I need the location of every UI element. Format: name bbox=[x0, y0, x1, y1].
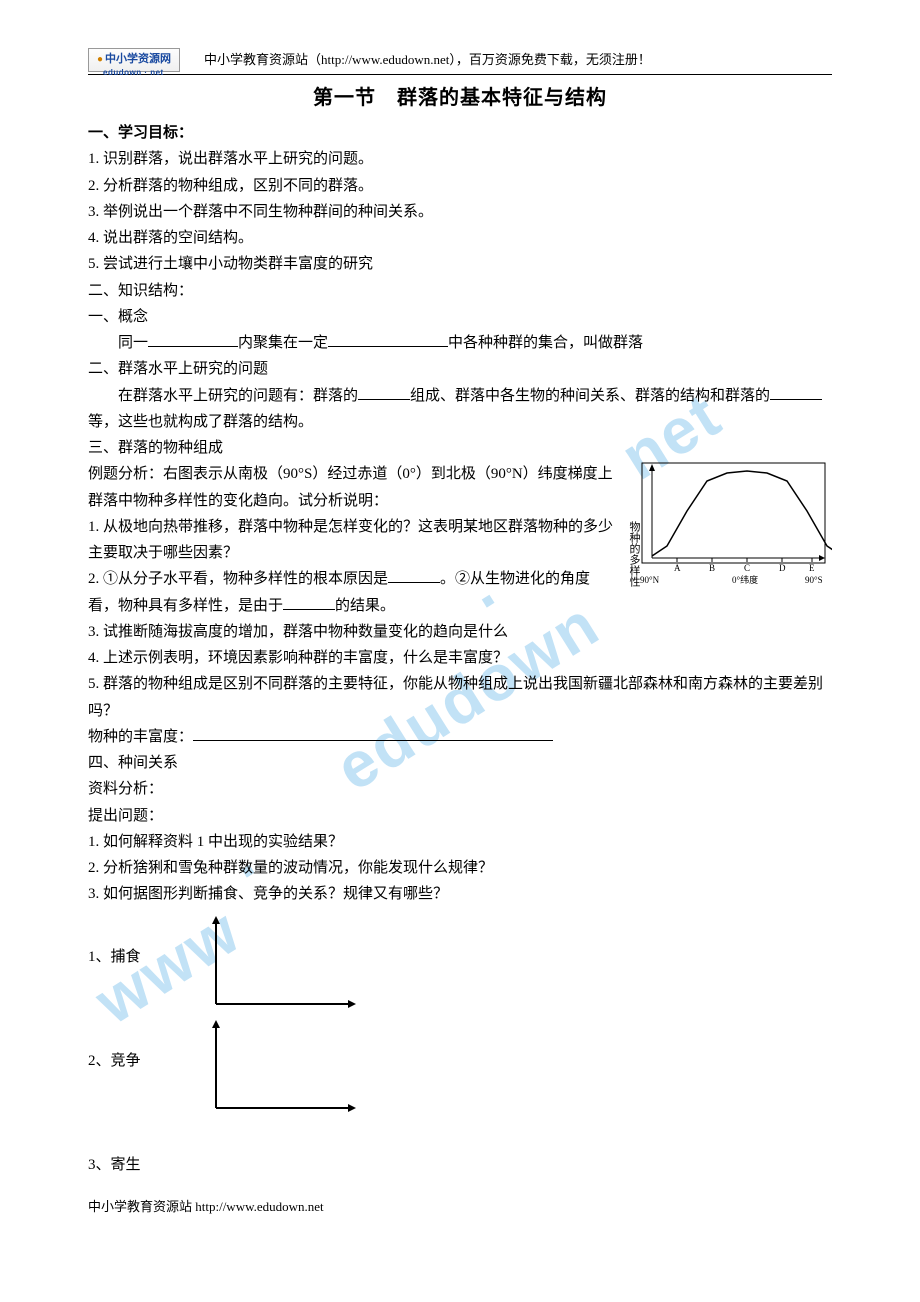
section-1-heading: 一、学习目标： bbox=[88, 120, 832, 146]
blank bbox=[283, 595, 335, 610]
example-q4: 4. 上述示例表明，环境因素影响种群的丰富度，什么是丰富度？ bbox=[88, 645, 832, 671]
objective-4: 4. 说出群落的空间结构。 bbox=[88, 225, 832, 251]
objective-5: 5. 尝试进行土壤中小动物类群丰富度的研究 bbox=[88, 251, 832, 277]
svg-text:90°S: 90°S bbox=[805, 575, 823, 585]
objective-1: 1. 识别群落，说出群落水平上研究的问题。 bbox=[88, 146, 832, 172]
graph-row-parasitism: 3、寄生 bbox=[88, 1122, 832, 1178]
concept-line: 同一 内聚集在一定 中各种种群的集合，叫做群落 bbox=[88, 330, 832, 356]
q2-seg-a: 2. ①从分子水平看，物种多样性的根本原因是 bbox=[88, 571, 388, 587]
research-seg-c: 等，这些也就构成了群落的结构。 bbox=[88, 414, 313, 430]
concept-seg-b: 内聚集在一定 bbox=[238, 335, 328, 351]
richness-label: 物种的丰富度： bbox=[88, 729, 193, 745]
header-bar: 中小学资源网 edudown · net 中小学教育资源站（http://www… bbox=[88, 48, 832, 75]
research-heading: 二、群落水平上研究的问题 bbox=[88, 356, 832, 382]
concept-seg-c: 中各种种群的集合，叫做群落 bbox=[448, 335, 643, 351]
objective-2: 2. 分析群落的物种组成，区别不同的群落。 bbox=[88, 173, 832, 199]
blank-axes-1 bbox=[208, 914, 358, 1012]
diversity-chart: 物种的多样性 A B C D E 90°N 0°纬度 90°S bbox=[622, 461, 832, 601]
graph-label-1: 1、捕食 bbox=[88, 914, 158, 970]
header-banner: 中小学教育资源站（http://www.edudown.net），百万资源免费下… bbox=[188, 49, 832, 72]
concept-seg-a: 同一 bbox=[118, 335, 148, 351]
q2-seg-c: 的结果。 bbox=[335, 598, 395, 614]
objective-3: 3. 举例说出一个群落中不同生物种群间的种间关系。 bbox=[88, 199, 832, 225]
graph-label-2: 2、竞争 bbox=[88, 1018, 158, 1074]
graph-label-3: 3、寄生 bbox=[88, 1122, 158, 1178]
richness-line: 物种的丰富度： bbox=[88, 724, 832, 750]
concept-heading: 一、概念 bbox=[88, 304, 832, 330]
blank bbox=[388, 568, 440, 583]
research-seg-a: 在群落水平上研究的问题有：群落的 bbox=[118, 388, 358, 404]
blank bbox=[193, 726, 553, 741]
inter-q1: 1. 如何解释资料 1 中出现的实验结果？ bbox=[88, 829, 832, 855]
graph-row-competition: 2、竞争 bbox=[88, 1018, 832, 1116]
blank bbox=[358, 385, 410, 400]
blank bbox=[148, 332, 238, 347]
svg-text:A: A bbox=[674, 563, 681, 573]
site-logo: 中小学资源网 edudown · net bbox=[88, 48, 180, 72]
blank bbox=[328, 332, 448, 347]
blank-axes-2 bbox=[208, 1018, 358, 1116]
example-q3: 3. 试推断随海拔高度的增加，群落中物种数量变化的趋向是什么 bbox=[88, 619, 832, 645]
svg-text:90°N: 90°N bbox=[640, 575, 660, 585]
example-q5: 5. 群落的物种组成是区别不同群落的主要特征，你能从物种组成上说出我国新疆北部森… bbox=[88, 671, 832, 724]
interspecies-heading: 四、种间关系 bbox=[88, 750, 832, 776]
pose-question: 提出问题： bbox=[88, 803, 832, 829]
inter-q3: 3. 如何据图形判断捕食、竞争的关系？规律又有哪些？ bbox=[88, 881, 832, 907]
material-analysis: 资料分析： bbox=[88, 776, 832, 802]
footer-text: 中小学教育资源站 http://www.edudown.net bbox=[88, 1196, 832, 1219]
svg-text:E: E bbox=[809, 563, 815, 573]
composition-heading: 三、群落的物种组成 bbox=[88, 435, 832, 461]
svg-text:0°纬度: 0°纬度 bbox=[732, 574, 758, 585]
svg-text:物种的多样性: 物种的多样性 bbox=[628, 520, 641, 588]
research-line: 在群落水平上研究的问题有：群落的 组成、群落中各生物的种间关系、群落的结构和群落的… bbox=[88, 383, 832, 436]
inter-q2: 2. 分析猞猁和雪兔种群数量的波动情况，你能发现什么规律？ bbox=[88, 855, 832, 881]
research-seg-b: 组成、群落中各生物的种间关系、群落的结构和群落的 bbox=[410, 388, 770, 404]
logo-subtext: edudown · net bbox=[103, 66, 164, 80]
example-block: 物种的多样性ABCDE90°N0°纬度90°S 例题分析：右图表示从南极（90°… bbox=[88, 461, 832, 619]
svg-text:B: B bbox=[709, 563, 715, 573]
section-2-heading: 二、知识结构： bbox=[88, 278, 832, 304]
graph-row-predation: 1、捕食 bbox=[88, 914, 832, 1012]
svg-text:D: D bbox=[779, 563, 786, 573]
blank bbox=[770, 385, 822, 400]
svg-text:C: C bbox=[744, 563, 750, 573]
page-title: 第一节 群落的基本特征与结构 bbox=[88, 81, 832, 116]
